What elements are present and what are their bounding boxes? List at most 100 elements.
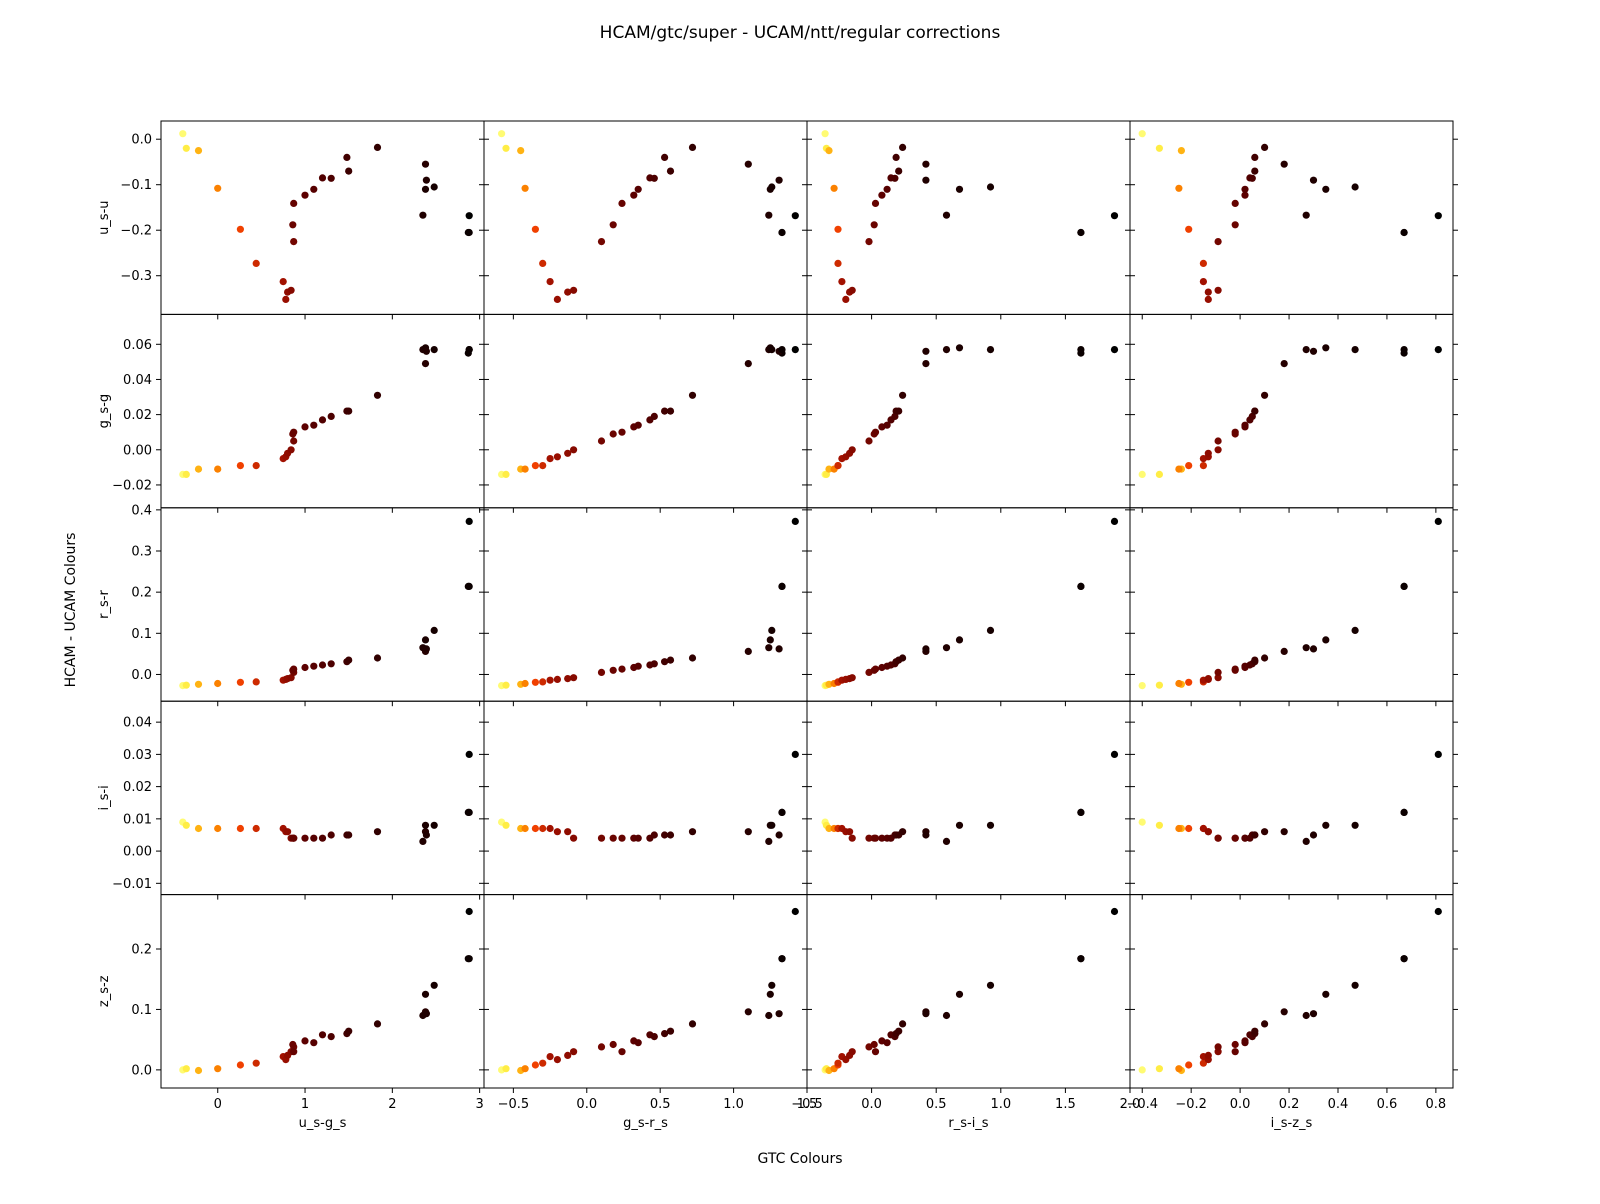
- panel-frame: [806, 120, 1131, 315]
- data-point: [194, 1066, 203, 1075]
- row-ylabel: r_s-r: [97, 590, 112, 619]
- data-point: [870, 1040, 878, 1049]
- data-point: [650, 412, 658, 420]
- y-tick-label: 0.02: [123, 780, 152, 795]
- data-point: [766, 990, 774, 998]
- data-point: [182, 1065, 190, 1073]
- x-tick-label: 0.2: [1279, 1097, 1300, 1112]
- data-point: [327, 660, 335, 668]
- data-point: [182, 144, 190, 152]
- panel-r3-c2: [802, 700, 1135, 900]
- data-point: [282, 295, 290, 303]
- row-ylabel: z_s-z: [97, 975, 112, 1007]
- data-point: [650, 660, 658, 668]
- data-point: [252, 678, 260, 686]
- data-point: [1302, 346, 1310, 354]
- data-point: [570, 446, 578, 454]
- data-point: [666, 656, 675, 664]
- data-point: [1400, 228, 1408, 237]
- data-point: [236, 462, 244, 470]
- data-point: [1309, 347, 1318, 355]
- y-tick-label: −0.3: [120, 269, 152, 284]
- data-point: [1214, 674, 1222, 682]
- data-point: [791, 517, 799, 526]
- data-point: [546, 676, 554, 684]
- data-point: [570, 834, 578, 842]
- data-point: [179, 130, 187, 138]
- data-point: [290, 665, 298, 673]
- x-tick-label: 1: [301, 1097, 309, 1112]
- data-point: [1322, 344, 1330, 352]
- data-point: [666, 1027, 675, 1035]
- data-point: [236, 824, 244, 833]
- data-point: [865, 834, 873, 842]
- data-point: [597, 238, 606, 246]
- data-point: [1231, 1048, 1239, 1056]
- data-point: [955, 821, 964, 829]
- data-point: [791, 750, 799, 759]
- data-point: [290, 199, 298, 207]
- data-point: [922, 1010, 930, 1018]
- y-tick-label: −0.02: [112, 478, 152, 493]
- data-point: [214, 1065, 222, 1073]
- data-point: [871, 665, 880, 673]
- data-point: [1138, 818, 1146, 826]
- data-point: [539, 824, 547, 833]
- data-point: [775, 1010, 783, 1018]
- data-point: [421, 636, 430, 644]
- data-point: [345, 831, 353, 839]
- data-point: [791, 346, 799, 354]
- data-point: [327, 412, 335, 420]
- data-point: [318, 174, 327, 182]
- y-tick-label: 0.4: [131, 503, 152, 518]
- data-point: [1248, 174, 1256, 182]
- data-point: [1175, 465, 1183, 473]
- data-point: [373, 828, 382, 836]
- data-point: [768, 183, 776, 191]
- data-point: [1400, 346, 1408, 354]
- data-point: [1309, 645, 1318, 653]
- data-point: [465, 808, 473, 817]
- data-point: [778, 228, 786, 237]
- data-point: [871, 428, 880, 436]
- data-point: [630, 191, 638, 199]
- data-point: [1138, 470, 1146, 478]
- column-xlabel: i_s-z_s: [1271, 1116, 1313, 1131]
- data-point: [744, 647, 752, 656]
- figure-ylabel: HCAM - UCAM Colours: [63, 533, 79, 688]
- row-ylabel: u_s-u: [97, 200, 112, 234]
- y-tick-label: 0.2: [131, 586, 152, 601]
- data-point: [666, 407, 675, 415]
- data-point: [421, 160, 430, 168]
- data-point: [1351, 626, 1359, 635]
- data-point: [1110, 907, 1119, 916]
- y-tick-label: 0.06: [123, 338, 152, 353]
- y-tick-label: 0.0: [131, 668, 152, 683]
- data-point: [570, 286, 578, 294]
- data-point: [1204, 675, 1212, 683]
- data-point: [1155, 821, 1163, 829]
- data-point: [768, 981, 776, 989]
- x-tick-label: 1.5: [797, 1097, 818, 1112]
- y-tick-label: 0.04: [123, 373, 152, 388]
- data-point: [546, 455, 554, 463]
- column-xlabel: u_s-g_s: [299, 1116, 347, 1131]
- x-tick-label: 3: [475, 1097, 483, 1112]
- data-point: [553, 675, 562, 684]
- data-point: [892, 153, 900, 161]
- data-point: [194, 824, 203, 833]
- data-point: [502, 144, 510, 152]
- data-point: [531, 225, 540, 233]
- x-tick-label: 0.4: [1328, 1097, 1349, 1112]
- panel-frame: [1129, 313, 1454, 509]
- data-point: [744, 360, 752, 368]
- data-point: [465, 907, 473, 916]
- data-point: [553, 828, 562, 836]
- data-point: [1280, 647, 1288, 656]
- data-point: [1434, 346, 1442, 354]
- y-tick-label: 0.00: [123, 845, 152, 860]
- data-point: [1138, 682, 1146, 690]
- data-point: [1302, 644, 1310, 652]
- data-point: [279, 278, 287, 286]
